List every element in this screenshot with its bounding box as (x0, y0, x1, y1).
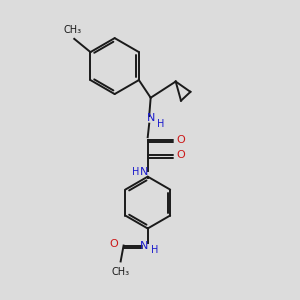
Text: CH₃: CH₃ (112, 267, 130, 277)
Text: O: O (176, 150, 185, 160)
Text: N: N (140, 241, 148, 250)
Text: N: N (140, 167, 148, 177)
Text: N: N (146, 113, 155, 123)
Text: O: O (176, 134, 185, 145)
Text: O: O (110, 239, 118, 249)
Text: H: H (151, 245, 158, 255)
Text: H: H (157, 118, 164, 129)
Text: H: H (132, 167, 139, 177)
Text: CH₃: CH₃ (64, 25, 82, 35)
